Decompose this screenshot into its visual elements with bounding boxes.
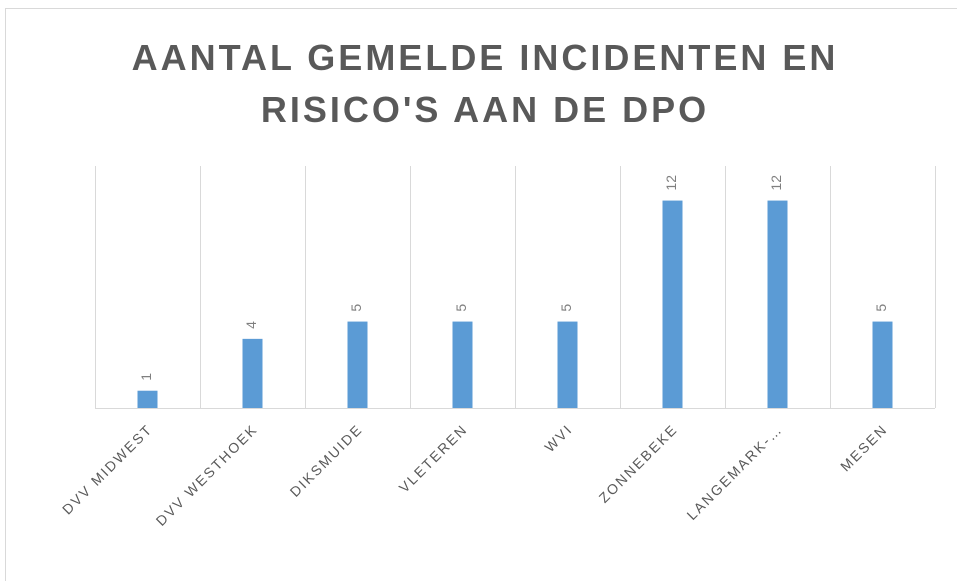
data-label: 5: [348, 304, 364, 312]
data-label: 5: [453, 304, 469, 312]
data-label: 1: [138, 373, 154, 381]
chart-title: AANTAL GEMELDE INCIDENTEN EN: [132, 37, 839, 78]
bar: [767, 200, 788, 408]
bar: [137, 390, 158, 408]
bar: [872, 321, 893, 408]
bar: [242, 338, 263, 408]
chart-title: RISICO'S AAN DE DPO: [261, 89, 709, 130]
data-label: 5: [558, 304, 574, 312]
bar: [557, 321, 578, 408]
data-label: 4: [243, 321, 259, 329]
bar: [452, 321, 473, 408]
chart-frame: [5, 8, 957, 581]
bar: [662, 200, 683, 408]
data-label: 12: [663, 175, 679, 191]
data-label: 12: [768, 175, 784, 191]
data-label: 5: [873, 304, 889, 312]
bar: [347, 321, 368, 408]
